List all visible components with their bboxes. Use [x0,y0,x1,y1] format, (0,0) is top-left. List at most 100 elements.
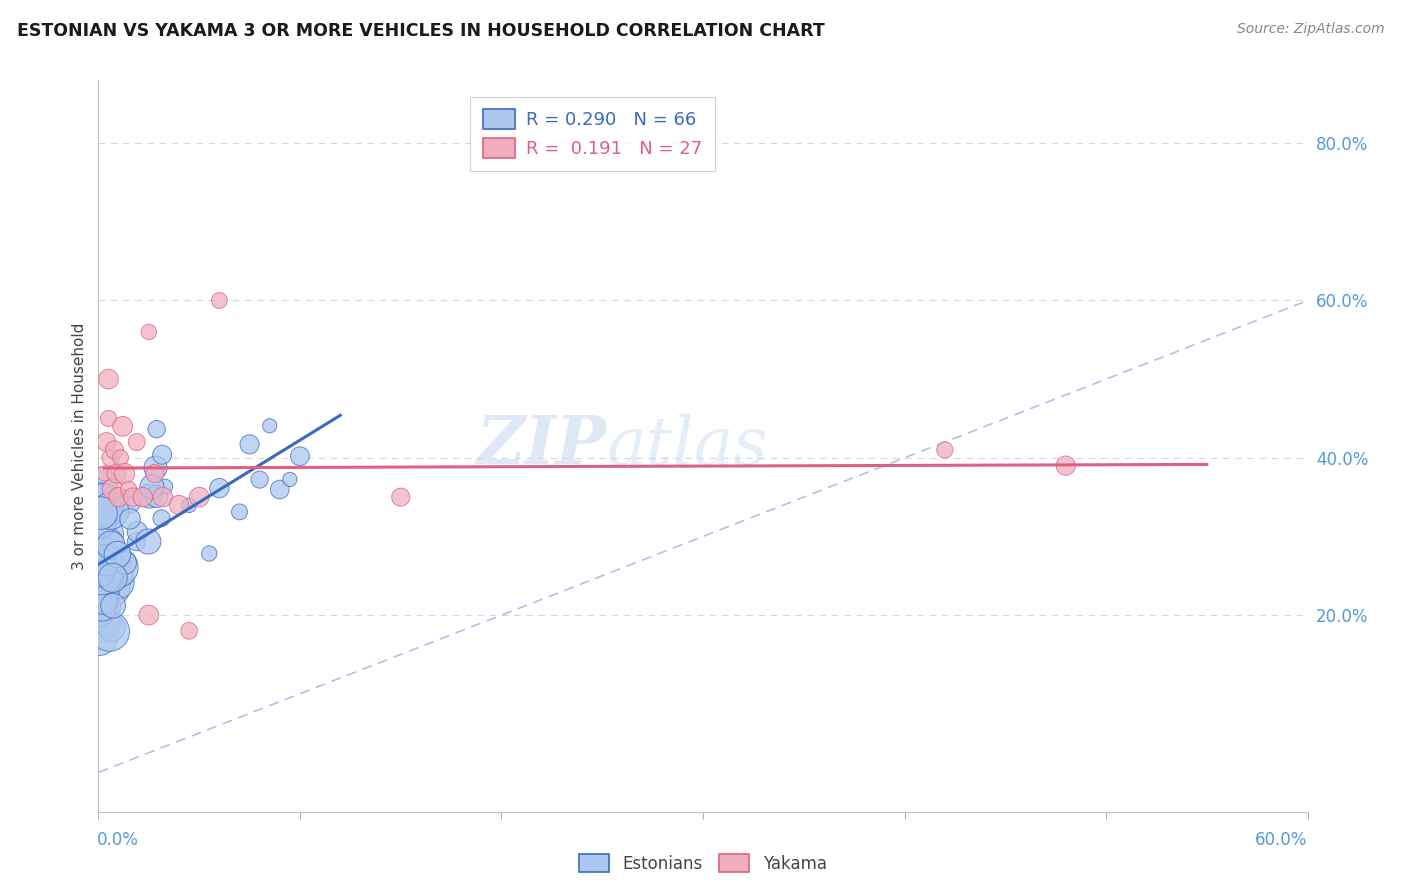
Legend: R = 0.290   N = 66, R =  0.191   N = 27: R = 0.290 N = 66, R = 0.191 N = 27 [470,96,716,170]
Point [146,489,169,503]
Point [125,534,148,549]
Point [89,570,111,584]
Point [93,497,115,511]
Point [208,293,231,308]
Point [93,568,115,582]
Point [121,490,143,504]
Point [93,467,115,481]
Point [136,534,159,549]
Point [108,553,131,567]
Point [1054,458,1077,473]
Point [94,562,117,576]
Point [278,472,301,486]
Point [89,489,111,503]
Point [100,538,122,552]
Point [94,539,117,553]
Point [89,477,111,491]
Point [93,527,115,541]
Text: ESTONIAN VS YAKAMA 3 OR MORE VEHICLES IN HOUSEHOLD CORRELATION CHART: ESTONIAN VS YAKAMA 3 OR MORE VEHICLES IN… [17,22,825,40]
Text: 0.0%: 0.0% [97,831,138,849]
Point [125,435,148,450]
Point [132,490,155,504]
Point [98,624,121,639]
Point [120,512,142,526]
Point [91,549,114,563]
Point [114,556,136,570]
Point [91,567,114,582]
Point [155,479,177,493]
Point [179,498,201,512]
Point [138,325,160,339]
Point [97,411,120,425]
Point [89,630,111,644]
Point [259,418,281,433]
Point [89,515,111,529]
Point [145,460,167,475]
Point [100,581,122,595]
Point [90,548,112,562]
Point [98,504,121,518]
Point [100,450,122,465]
Point [269,483,291,497]
Point [90,537,112,551]
Point [107,575,129,590]
Point [107,490,129,504]
Point [239,437,262,451]
Text: Source: ZipAtlas.com: Source: ZipAtlas.com [1237,22,1385,37]
Point [93,589,115,603]
Point [138,489,160,503]
Point [143,467,166,481]
Y-axis label: 3 or more Vehicles in Household: 3 or more Vehicles in Household [72,322,87,570]
Point [89,563,111,577]
Point [97,372,120,386]
Point [141,480,163,494]
Point [111,568,134,582]
Point [179,624,201,638]
Point [145,422,167,436]
Point [107,560,129,574]
Point [90,566,112,581]
Point [101,599,124,613]
Point [96,435,118,450]
Point [138,608,160,623]
Point [90,607,112,622]
Point [91,599,114,614]
Text: 60.0%: 60.0% [1256,831,1308,849]
Point [934,442,956,457]
Point [111,419,134,434]
Legend: Estonians, Yakama: Estonians, Yakama [572,847,834,880]
Point [89,548,111,562]
Point [96,560,118,574]
Point [103,442,125,457]
Point [90,506,112,520]
Point [97,617,120,632]
Point [101,571,124,585]
Point [93,583,115,598]
Point [91,543,114,558]
Point [150,448,173,462]
Point [91,599,114,614]
Point [198,547,221,561]
Point [288,449,311,463]
Point [105,467,128,481]
Point [100,621,122,635]
Point [105,548,128,562]
Point [118,494,141,508]
Point [110,450,132,465]
Point [389,490,412,504]
Point [228,505,250,519]
Point [152,490,174,504]
Point [150,511,173,525]
Point [93,570,115,584]
Point [127,524,149,539]
Point [118,482,141,496]
Point [167,498,190,512]
Point [188,490,211,504]
Point [208,481,231,495]
Point [101,482,124,496]
Point [93,594,115,608]
Text: atlas: atlas [606,413,768,479]
Point [114,467,136,481]
Point [94,553,117,567]
Point [249,473,271,487]
